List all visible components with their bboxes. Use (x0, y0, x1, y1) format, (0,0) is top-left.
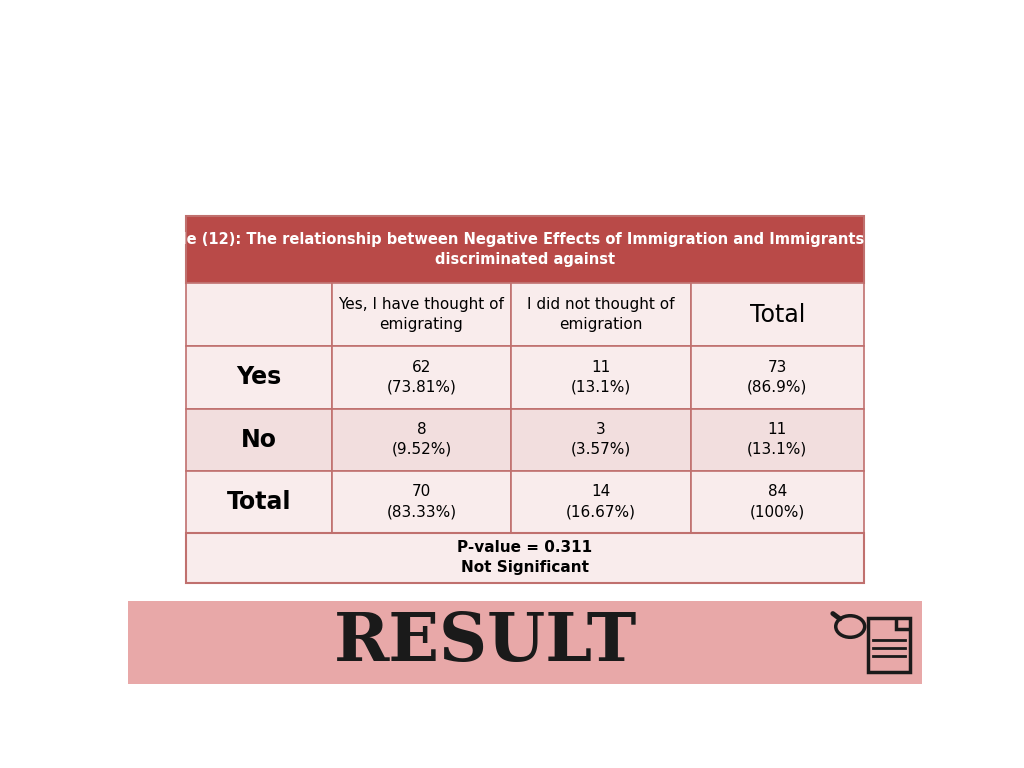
Bar (511, 283, 691, 346)
Text: RESULT: RESULT (334, 610, 637, 674)
Text: 84
(100%): 84 (100%) (750, 485, 805, 519)
Bar (186, 217, 863, 283)
Text: 70
(83.33%): 70 (83.33%) (386, 485, 457, 519)
Bar (186, 533, 863, 583)
Bar (511, 409, 691, 471)
Text: 14
(16.67%): 14 (16.67%) (566, 485, 636, 519)
Bar (186, 409, 332, 471)
Bar (186, 346, 332, 409)
Text: No: No (241, 428, 276, 452)
Text: 11
(13.1%): 11 (13.1%) (748, 422, 807, 457)
Bar (332, 471, 511, 533)
Text: 3
(3.57%): 3 (3.57%) (571, 422, 631, 457)
Circle shape (836, 616, 864, 637)
Bar (332, 409, 511, 471)
Bar (332, 346, 511, 409)
Text: Yes: Yes (237, 366, 282, 389)
Text: 8
(9.52%): 8 (9.52%) (391, 422, 452, 457)
Text: 11
(13.1%): 11 (13.1%) (571, 360, 631, 395)
Text: 62
(73.81%): 62 (73.81%) (386, 360, 457, 395)
Bar (691, 409, 863, 471)
Bar (511, 471, 691, 533)
Text: Total: Total (226, 490, 291, 514)
Bar (691, 471, 863, 533)
Bar (128, 601, 922, 684)
Bar (691, 346, 863, 409)
Bar (332, 283, 511, 346)
Bar (868, 618, 910, 672)
Bar (511, 346, 691, 409)
Text: Table (12): The relationship between Negative Effects of Immigration and Immigra: Table (12): The relationship between Neg… (153, 232, 897, 266)
Text: Total: Total (750, 303, 805, 326)
Text: Yes, I have thought of
emigrating: Yes, I have thought of emigrating (339, 297, 505, 332)
Text: I did not thought of
emigration: I did not thought of emigration (527, 297, 675, 332)
Bar (186, 471, 332, 533)
Bar (691, 283, 863, 346)
Text: P-value = 0.311
Not Significant: P-value = 0.311 Not Significant (458, 541, 592, 575)
Bar (186, 283, 332, 346)
Text: 73
(86.9%): 73 (86.9%) (748, 360, 808, 395)
